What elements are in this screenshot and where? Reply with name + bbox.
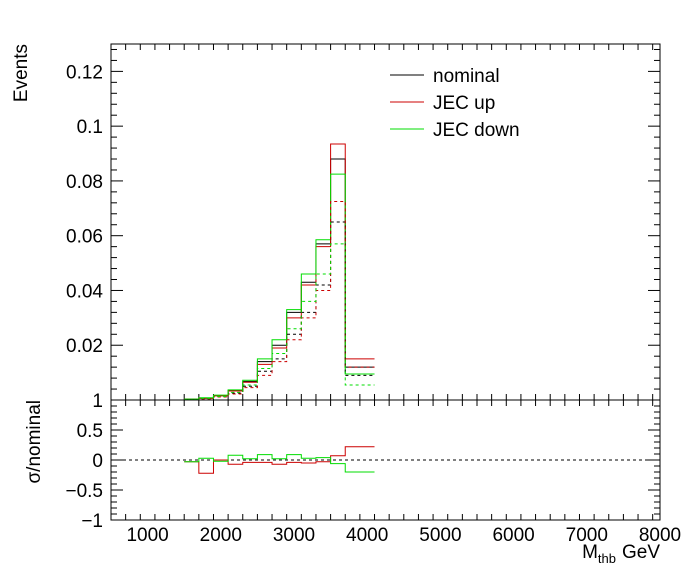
- main-frame: [110, 43, 661, 401]
- series-line-jec-down: [184, 173, 375, 400]
- main-y-tick-label: 0.06: [66, 227, 103, 248]
- legend-label: JEC down: [433, 120, 520, 141]
- main-plot-panel: 0.02 0.04 0.06 0.08 0.1 0.12 nominal JEC up JEC …: [66, 43, 661, 401]
- legend: nominal JEC up JEC down: [390, 66, 520, 141]
- x-tick-label: 1000: [126, 525, 168, 546]
- ratio-y-tick-label: 0: [92, 451, 103, 472]
- x-tick-label: 7000: [566, 525, 608, 546]
- legend-label: JEC up: [433, 93, 495, 114]
- x-axis-label-main: M: [582, 542, 598, 563]
- ratio-line-jec-down: [184, 454, 375, 473]
- x-tick-label: 8000: [639, 525, 681, 546]
- ratio-frame: [110, 399, 661, 521]
- series-line-dashed-4: [184, 200, 375, 400]
- ratio-plot-panel: −1 −0.5 0 0.5 1 1000 2000 3000 4000 5000 6000 7000 8…: [65, 391, 681, 546]
- main-y-axis-label: Events: [11, 44, 32, 102]
- ratio-y-tick-label: 0.5: [77, 421, 103, 442]
- ratio-y-tick-label: 1: [92, 391, 103, 412]
- main-y-tick-label: 0.08: [66, 172, 103, 193]
- ratio-y-tick-label: −0.5: [65, 481, 103, 502]
- x-tick-label: 6000: [492, 525, 534, 546]
- x-tick-label: 5000: [419, 525, 461, 546]
- main-y-tick-label: 0.02: [66, 336, 103, 357]
- series-line-dashed-5: [184, 243, 375, 400]
- ratio-y-axis-label: σ/nominal: [24, 400, 45, 484]
- series-line-jec-up: [184, 143, 375, 400]
- main-y-tick-label: 0.1: [77, 117, 103, 138]
- main-y-tick-label: 0.12: [66, 62, 103, 83]
- x-tick-label: 4000: [346, 525, 388, 546]
- x-axis-label-unit: GeV: [622, 542, 660, 563]
- x-axis-label-subscript: thb: [598, 551, 616, 566]
- series-line-dashed-3: [184, 221, 375, 400]
- x-tick-label: 2000: [200, 525, 242, 546]
- main-y-tick-label: 0.04: [66, 281, 103, 302]
- ratio-y-tick-label: −1: [81, 511, 103, 532]
- x-axis-label: Mthb GeV: [582, 542, 660, 566]
- series-line-nominal: [184, 158, 375, 400]
- x-tick-label: 3000: [273, 525, 315, 546]
- legend-label: nominal: [433, 66, 500, 87]
